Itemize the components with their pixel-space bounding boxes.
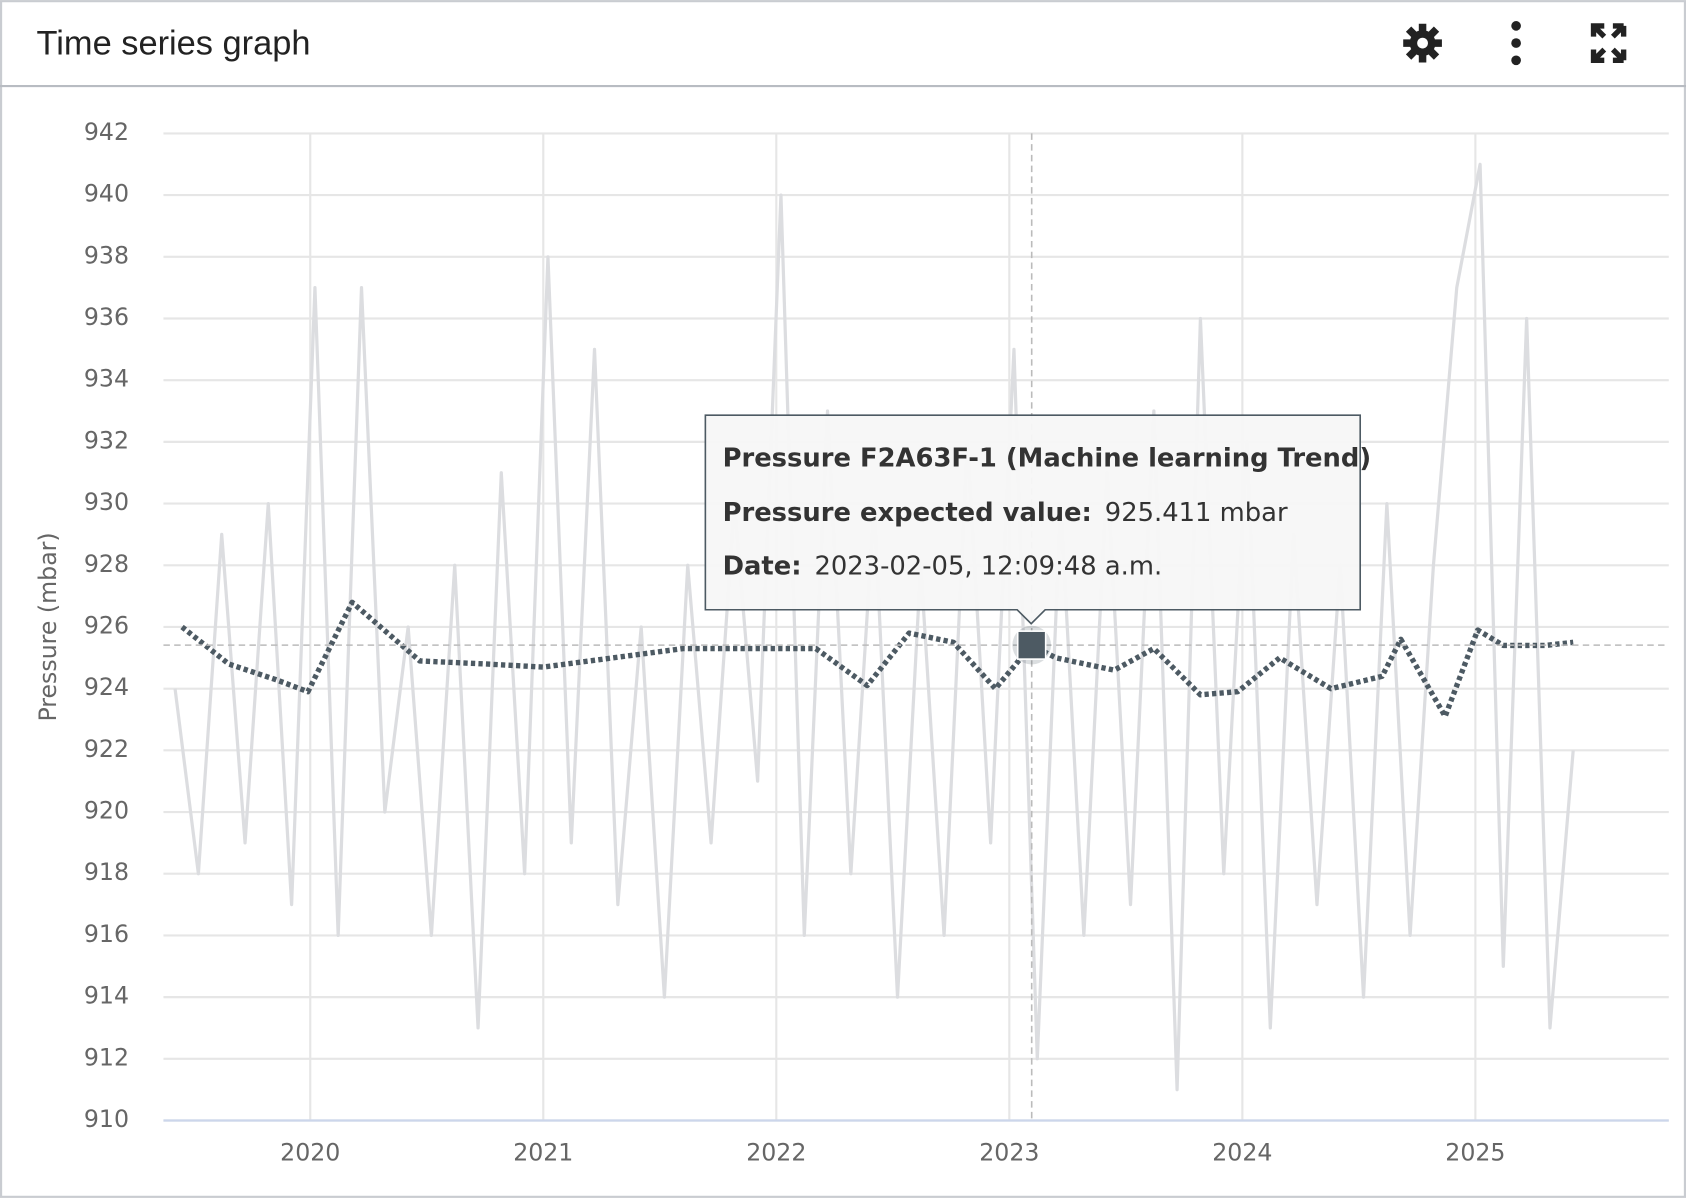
y-tick-label: 914: [84, 982, 129, 1010]
x-tick-label: 2021: [513, 1138, 573, 1166]
x-tick-label: 2025: [1445, 1138, 1505, 1166]
y-tick-label: 916: [84, 920, 129, 948]
y-tick-label: 910: [84, 1105, 129, 1133]
x-tick-label: 2020: [280, 1138, 340, 1166]
trend-line: [180, 599, 1574, 720]
y-tick-label: 934: [84, 365, 129, 393]
y-axis-title: Pressure (mbar): [34, 532, 62, 721]
tooltip-box: [704, 414, 1362, 625]
gear-hole: [1417, 37, 1428, 49]
tooltip-date: 2023-02-05, 12:09:48 a.m.: [814, 551, 1162, 581]
y-tick-label: 940: [84, 180, 129, 208]
tooltip-date-row: Date: 2023-02-05, 12:09:48 a.m.: [723, 551, 1163, 581]
dot: [1511, 55, 1521, 66]
fullscreen-button[interactable]: [1590, 23, 1627, 63]
menu-button[interactable]: [1511, 21, 1521, 66]
tooltip-value: 925.411 mbar: [1105, 497, 1288, 527]
y-tick-label: 942: [84, 118, 129, 146]
y-tick-label: 920: [84, 797, 129, 825]
dot: [1511, 38, 1521, 48]
widget-title: Time series graph: [37, 24, 311, 62]
y-tick-label: 918: [84, 858, 129, 886]
tooltip-value-label: Pressure expected value:: [723, 497, 1092, 527]
tooltip-value-row: Pressure expected value: 925.411 mbar: [723, 497, 1288, 527]
x-tick-label: 2023: [979, 1138, 1039, 1166]
tooltip-date-label: Date:: [723, 551, 802, 581]
x-tick-label: 2024: [1212, 1138, 1272, 1166]
tooltip: Pressure F2A63F-1 (Machine learning Tren…: [704, 414, 1372, 625]
tooltip-title: Pressure F2A63F-1 (Machine learning Tren…: [723, 444, 1372, 474]
y-tick-label: 938: [84, 241, 129, 269]
dot: [1511, 21, 1521, 31]
y-tick-label: 926: [84, 611, 129, 639]
y-tick-label: 922: [84, 735, 129, 763]
y-tick-label: 936: [84, 303, 129, 331]
settings-button[interactable]: [1403, 23, 1442, 63]
y-tick-label: 928: [84, 550, 129, 578]
y-tick-label: 912: [84, 1043, 129, 1071]
fullscreen-icon: [1590, 23, 1627, 63]
y-tick-label: 924: [84, 673, 129, 701]
y-tick-label: 930: [84, 488, 129, 516]
x-tick-label: 2022: [746, 1138, 806, 1166]
y-tick-label: 932: [84, 426, 129, 454]
highlight-marker: [1016, 630, 1047, 660]
